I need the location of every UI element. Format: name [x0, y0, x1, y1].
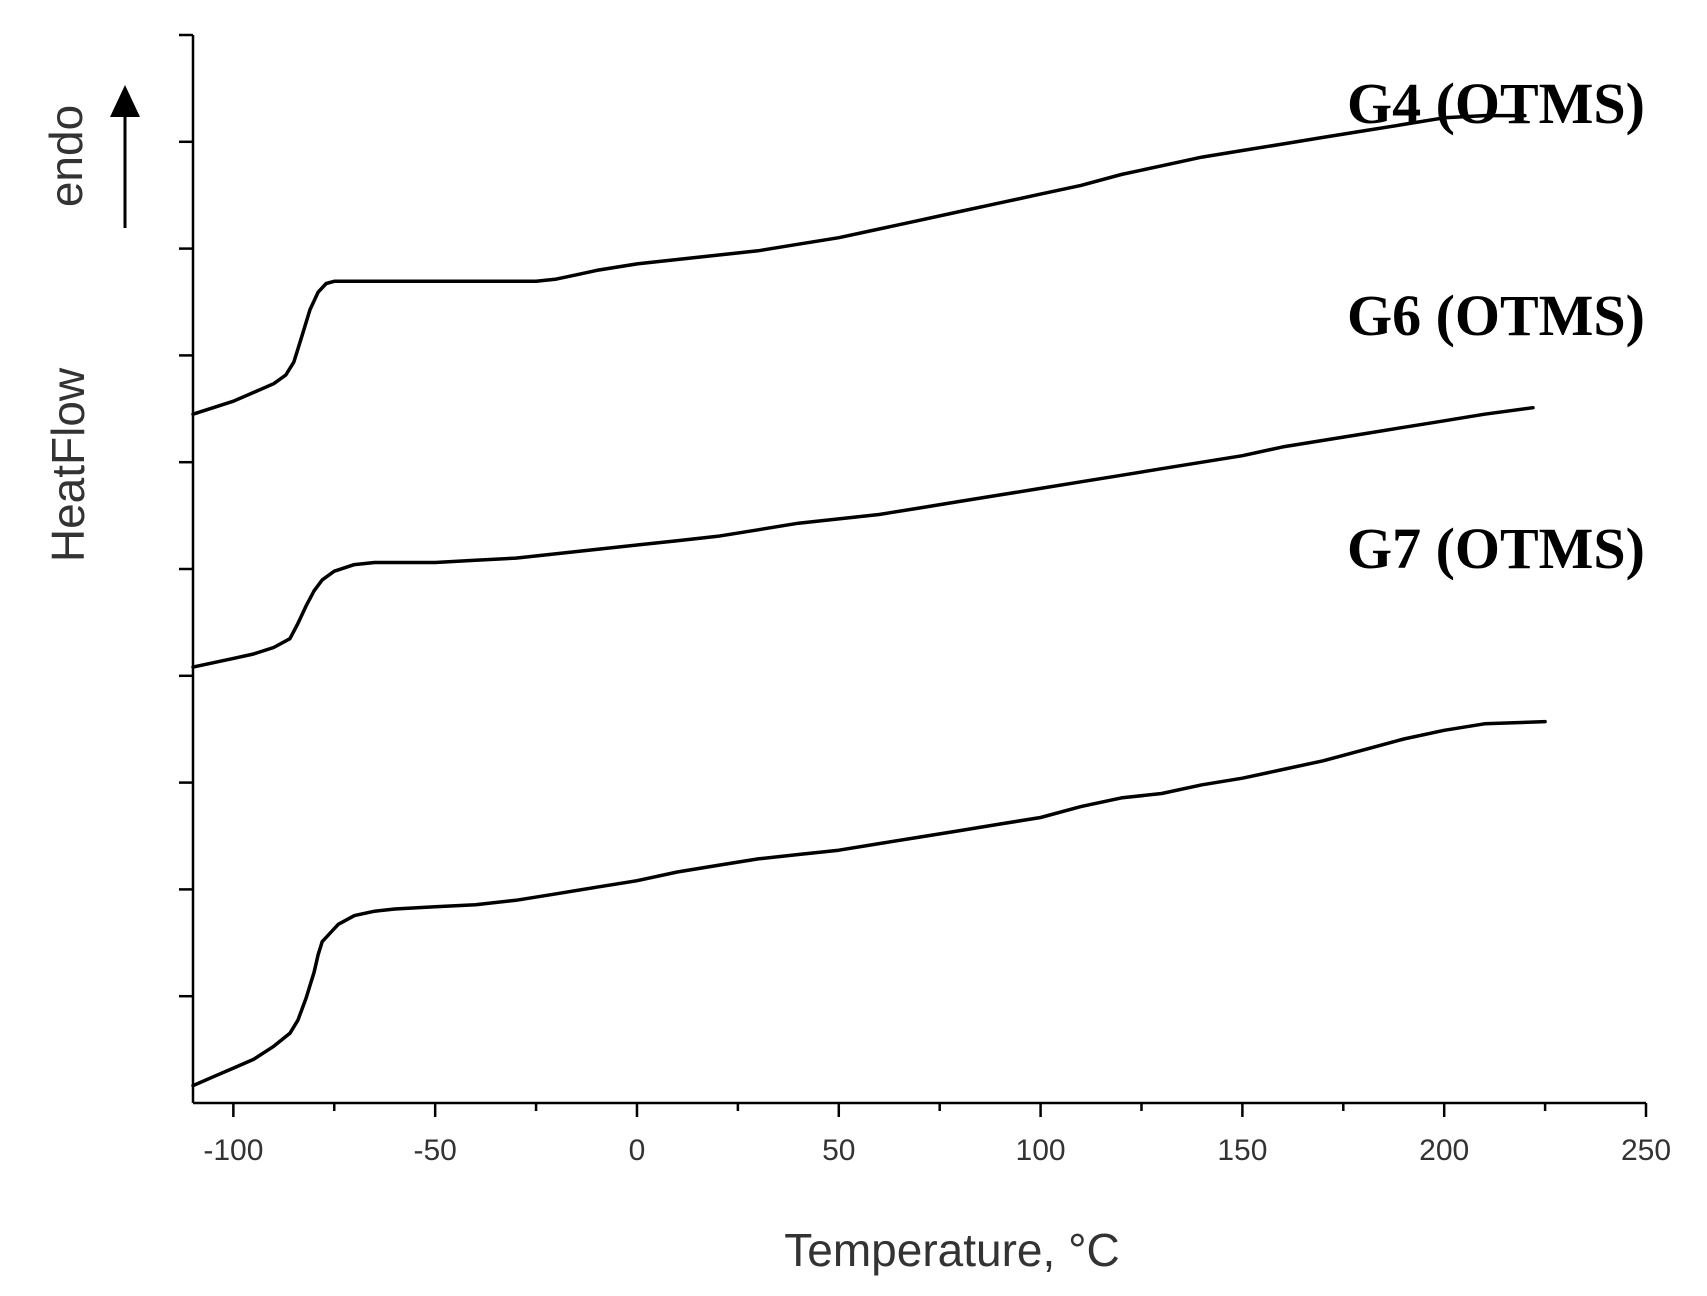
x-tick-label: 50	[822, 1134, 855, 1167]
x-tick-label: 250	[1621, 1134, 1671, 1167]
series-label-g7: G7 (OTMS)	[1347, 516, 1645, 581]
series-line-g6	[191, 405, 1535, 669]
series-label-g4: G4 (OTMS)	[1347, 71, 1645, 136]
endo-label: endo	[40, 105, 92, 207]
series-curves	[191, 113, 1547, 1088]
series-label-g6: G6 (OTMS)	[1347, 283, 1645, 348]
x-tick-label: 0	[629, 1134, 646, 1167]
x-axis-title: Temperature, °C	[784, 1224, 1119, 1276]
endo-arrow-icon	[110, 85, 140, 228]
x-tick-label: -50	[413, 1134, 456, 1167]
x-tick-labels: -100 -50 0 50 100 150 200 250	[203, 1134, 1671, 1167]
x-tick-label: 150	[1217, 1134, 1267, 1167]
x-tick-label: -100	[203, 1134, 263, 1167]
y-ticks	[179, 33, 193, 998]
y-axis-title: HeatFlow	[42, 367, 94, 562]
x-ticks	[232, 1103, 1648, 1117]
x-tick-label: 100	[1016, 1134, 1066, 1167]
series-line-g4	[191, 113, 1527, 416]
series-line-g7	[191, 719, 1547, 1088]
x-tick-label: 200	[1419, 1134, 1469, 1167]
